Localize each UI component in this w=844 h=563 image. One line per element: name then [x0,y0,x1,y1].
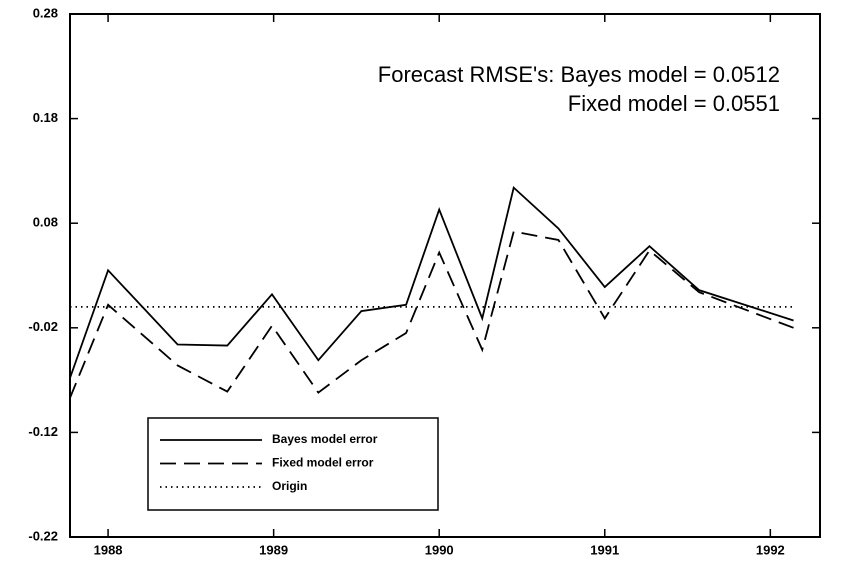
plot-frame [69,13,821,538]
x-tick-label: 1988 [94,542,123,557]
y-tick-label: 0.18 [33,110,58,125]
legend-label: Bayes model error [272,432,378,446]
y-tick-label: 0.08 [33,215,58,230]
y-tick-label: -0.02 [28,319,58,334]
y-tick-label: -0.22 [28,528,58,543]
line-series [69,185,794,379]
x-tick-label: 1991 [590,542,619,557]
y-tick-label: 0.28 [33,5,58,20]
legend-label: Origin [272,479,307,493]
x-tick-label: 1990 [425,542,454,557]
annotation: Fixed model = 0.0551 [568,91,780,116]
legend-label: Fixed model error [272,456,374,470]
line-series [69,230,794,399]
y-tick-label: -0.12 [28,424,58,439]
x-tick-label: 1989 [259,542,288,557]
x-tick-label: 1992 [756,542,785,557]
annotation: Forecast RMSE's: Bayes model = 0.0512 [378,62,780,87]
